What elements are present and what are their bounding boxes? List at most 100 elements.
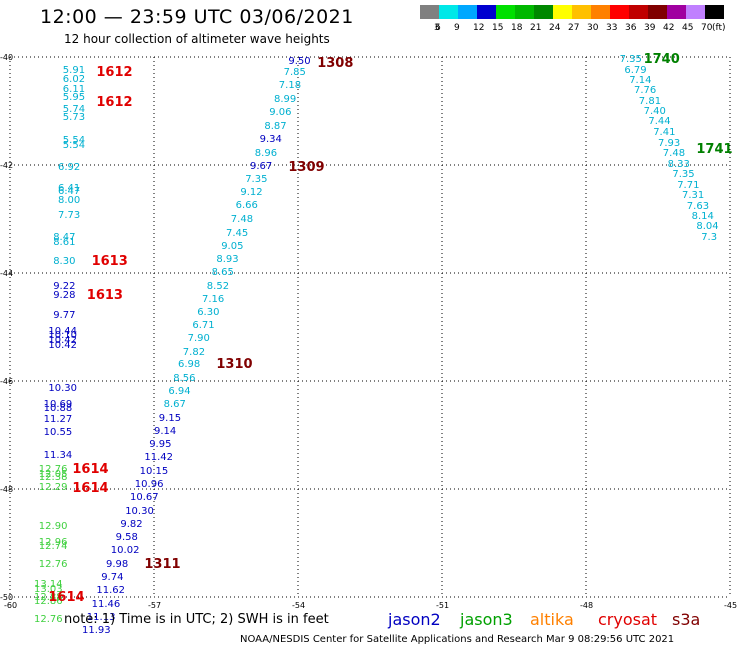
wave-height-value: 8.30 bbox=[53, 256, 76, 268]
legend-item-jason3: jason3 bbox=[460, 610, 513, 629]
wave-height-value: 9.67 bbox=[250, 161, 273, 173]
wave-height-value: 12.05 bbox=[38, 468, 68, 480]
color-swatch bbox=[629, 5, 648, 19]
wave-height-value: 11.13 bbox=[86, 611, 116, 623]
wave-height-value: 6.98 bbox=[178, 359, 201, 371]
pass-time-label: 1310 bbox=[216, 357, 253, 373]
color-scale-tick: 12 bbox=[473, 23, 485, 33]
color-scale-tick: 21 bbox=[530, 23, 542, 33]
map-title: 12:00 — 23:59 UTC 03/06/2021 bbox=[40, 6, 354, 28]
wave-height-value: 7.73 bbox=[58, 210, 81, 222]
wave-height-value: 12.90 bbox=[38, 521, 68, 533]
legend-item-jason2: jason2 bbox=[388, 610, 441, 629]
wave-height-value: 8.67 bbox=[163, 399, 186, 411]
wave-height-value: 7.90 bbox=[187, 333, 210, 345]
pass-time-label: 1614 bbox=[48, 590, 85, 606]
y-axis-tick-label: -48 bbox=[0, 485, 14, 494]
wave-height-value: 9.22 bbox=[53, 280, 76, 292]
wave-height-value: 6.02 bbox=[62, 73, 86, 85]
y-axis-tick-label: -44 bbox=[0, 269, 14, 278]
wave-height-value: 7.35 bbox=[619, 53, 642, 65]
wave-height-value: 7.45 bbox=[226, 227, 249, 239]
wave-height-value: 8.65 bbox=[211, 267, 234, 279]
wave-height-value: 10.96 bbox=[134, 479, 164, 491]
wave-height-value: 7.40 bbox=[643, 106, 666, 118]
color-swatch bbox=[610, 5, 629, 19]
wave-height-value: 8.47 bbox=[53, 231, 76, 243]
wave-height-value: 6.71 bbox=[192, 320, 215, 332]
wave-height-value: 6.66 bbox=[235, 200, 258, 212]
wave-height-value: 7.85 bbox=[283, 66, 306, 78]
color-scale-tick: 15 bbox=[492, 23, 504, 33]
wave-height-value: 7.3 bbox=[701, 232, 718, 244]
color-scale-tick: 24 bbox=[549, 23, 561, 33]
y-axis-tick-label: -40 bbox=[0, 53, 14, 62]
color-swatch bbox=[648, 5, 667, 19]
wave-height-value: 12.76 bbox=[38, 463, 68, 475]
wave-height-value: 10.69 bbox=[43, 399, 73, 411]
color-swatch bbox=[667, 5, 686, 19]
wave-height-value: 7.71 bbox=[677, 179, 700, 191]
wave-height-value: 7.35 bbox=[672, 169, 695, 181]
wave-height-value: 13.03 bbox=[34, 583, 63, 595]
units-note: note: 1) Time is in UTC; 2) SWH is in fe… bbox=[64, 612, 329, 627]
wave-height-value: 10.15 bbox=[139, 465, 169, 477]
wave-height-value: 5.73 bbox=[62, 111, 86, 123]
wave-height-value: 9.06 bbox=[269, 107, 292, 119]
color-scale-tick: 33 bbox=[606, 23, 618, 33]
wave-height-value: 12.29 bbox=[38, 482, 68, 494]
wave-height-value: 12.76 bbox=[34, 614, 63, 626]
wave-height-value: 6.79 bbox=[624, 64, 647, 76]
x-axis-tick-label: -60 bbox=[4, 601, 18, 610]
x-axis-tick-label: -45 bbox=[724, 601, 738, 610]
wave-height-value: 7.31 bbox=[682, 189, 705, 201]
pass-time-label: 1740 bbox=[643, 51, 680, 67]
wave-height-value: 5.91 bbox=[62, 64, 86, 76]
pass-time-label: 1612 bbox=[96, 94, 133, 110]
wave-height-value: 9.12 bbox=[240, 187, 263, 199]
wave-height-value: 8.93 bbox=[216, 253, 239, 265]
wave-height-value: 7.48 bbox=[230, 213, 254, 225]
legend-item-altika: altika bbox=[530, 610, 574, 629]
wave-height-value: 10.42 bbox=[48, 340, 78, 352]
wave-height-value: 11.27 bbox=[43, 414, 73, 426]
color-swatch bbox=[705, 5, 724, 19]
pass-time-label: 1613 bbox=[86, 287, 123, 303]
color-scale-tick: 27 bbox=[568, 23, 580, 33]
wave-height-value: 11.62 bbox=[96, 585, 126, 597]
y-axis-tick-label: -50 bbox=[0, 593, 14, 602]
wave-height-value: 5.54 bbox=[62, 134, 86, 146]
color-swatch bbox=[534, 5, 553, 19]
wave-height-value: 10.44 bbox=[48, 326, 78, 337]
color-scale-tick: 42 bbox=[663, 23, 675, 33]
wave-height-value: 8.52 bbox=[206, 280, 230, 292]
wave-height-value: 9.77 bbox=[53, 309, 76, 321]
wave-height-value: 12.38 bbox=[38, 472, 68, 484]
color-scale-tick: 39 bbox=[644, 23, 656, 33]
wave-height-value: 12.76 bbox=[38, 558, 68, 570]
wave-height-value: 7.41 bbox=[653, 127, 676, 139]
wave-height-value: 8.33 bbox=[667, 158, 690, 170]
wave-height-value: 9.98 bbox=[106, 558, 129, 570]
color-swatch bbox=[686, 5, 705, 19]
wave-height-value: 10.30 bbox=[48, 382, 78, 394]
wave-height-value: 11.46 bbox=[91, 598, 121, 610]
color-swatch bbox=[439, 5, 458, 19]
wave-height-value: 10.67 bbox=[130, 492, 159, 504]
wave-height-value: 13.14 bbox=[34, 578, 63, 590]
wave-height-value: 7.76 bbox=[634, 85, 657, 97]
color-scale-tick: 9 bbox=[454, 23, 460, 33]
pass-time-label: 1614 bbox=[72, 461, 109, 477]
wave-height-value: 10.02 bbox=[110, 545, 140, 557]
wave-height-value: 8.14 bbox=[691, 210, 714, 222]
color-scale-unit: (ft) bbox=[712, 23, 726, 33]
color-scale-tick: 30 bbox=[587, 23, 599, 33]
wave-height-value: 7.18 bbox=[278, 80, 302, 92]
x-axis-tick-label: -54 bbox=[292, 601, 306, 610]
wave-height-value: 9.95 bbox=[149, 439, 172, 451]
wave-height-value: 12.88 bbox=[34, 591, 63, 603]
wave-height-value: 9.34 bbox=[259, 134, 282, 146]
color-swatch bbox=[572, 5, 591, 19]
color-swatch bbox=[515, 5, 534, 19]
